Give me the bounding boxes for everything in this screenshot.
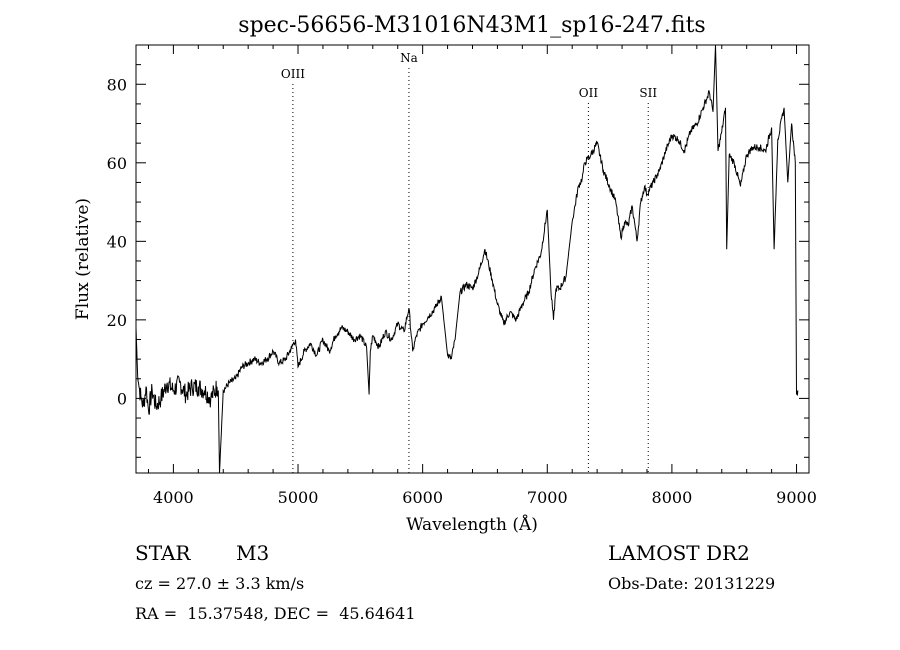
x-tick-label: 7000: [527, 488, 568, 507]
line-marker-label: Na: [400, 51, 418, 65]
observation-date: Obs-Date: 20131229: [608, 574, 776, 593]
y-axis-label: Flux (relative): [73, 198, 93, 320]
emission-line-markers: OIII Na OII SII: [281, 51, 657, 473]
y-tick-label: 20: [107, 311, 127, 330]
y-axis: 0 20 40 60 80: [107, 44, 809, 458]
y-tick-label: 40: [107, 232, 127, 251]
x-tick-label: 4000: [153, 488, 194, 507]
object-subclass: M3: [236, 541, 270, 565]
y-tick-label: 80: [107, 75, 127, 94]
x-axis: 4000 5000 6000 7000 8000 9000: [147, 45, 817, 507]
spectrum-line: [135, 44, 799, 474]
line-marker-label: SII: [639, 86, 657, 100]
x-tick-label: 6000: [402, 488, 443, 507]
y-tick-label: 0: [117, 389, 127, 408]
y-tick-label: 60: [107, 154, 127, 173]
object-class: STAR: [135, 541, 191, 565]
line-marker-label: OII: [579, 86, 599, 100]
sky-coordinates: RA = 15.37548, DEC = 45.64641: [135, 604, 416, 623]
x-tick-label: 5000: [278, 488, 319, 507]
plot-frame: [135, 44, 810, 474]
x-tick-label: 9000: [776, 488, 817, 507]
redshift-velocity: cz = 27.0 ± 3.3 km/s: [135, 574, 305, 593]
line-marker-label: OIII: [281, 67, 305, 81]
chart-title: spec-56656-M31016N43M1_sp16-247.fits: [238, 13, 705, 38]
survey-name: LAMOST DR2: [608, 541, 750, 565]
x-tick-label: 8000: [652, 488, 693, 507]
x-axis-label: Wavelength (Å): [406, 514, 538, 535]
